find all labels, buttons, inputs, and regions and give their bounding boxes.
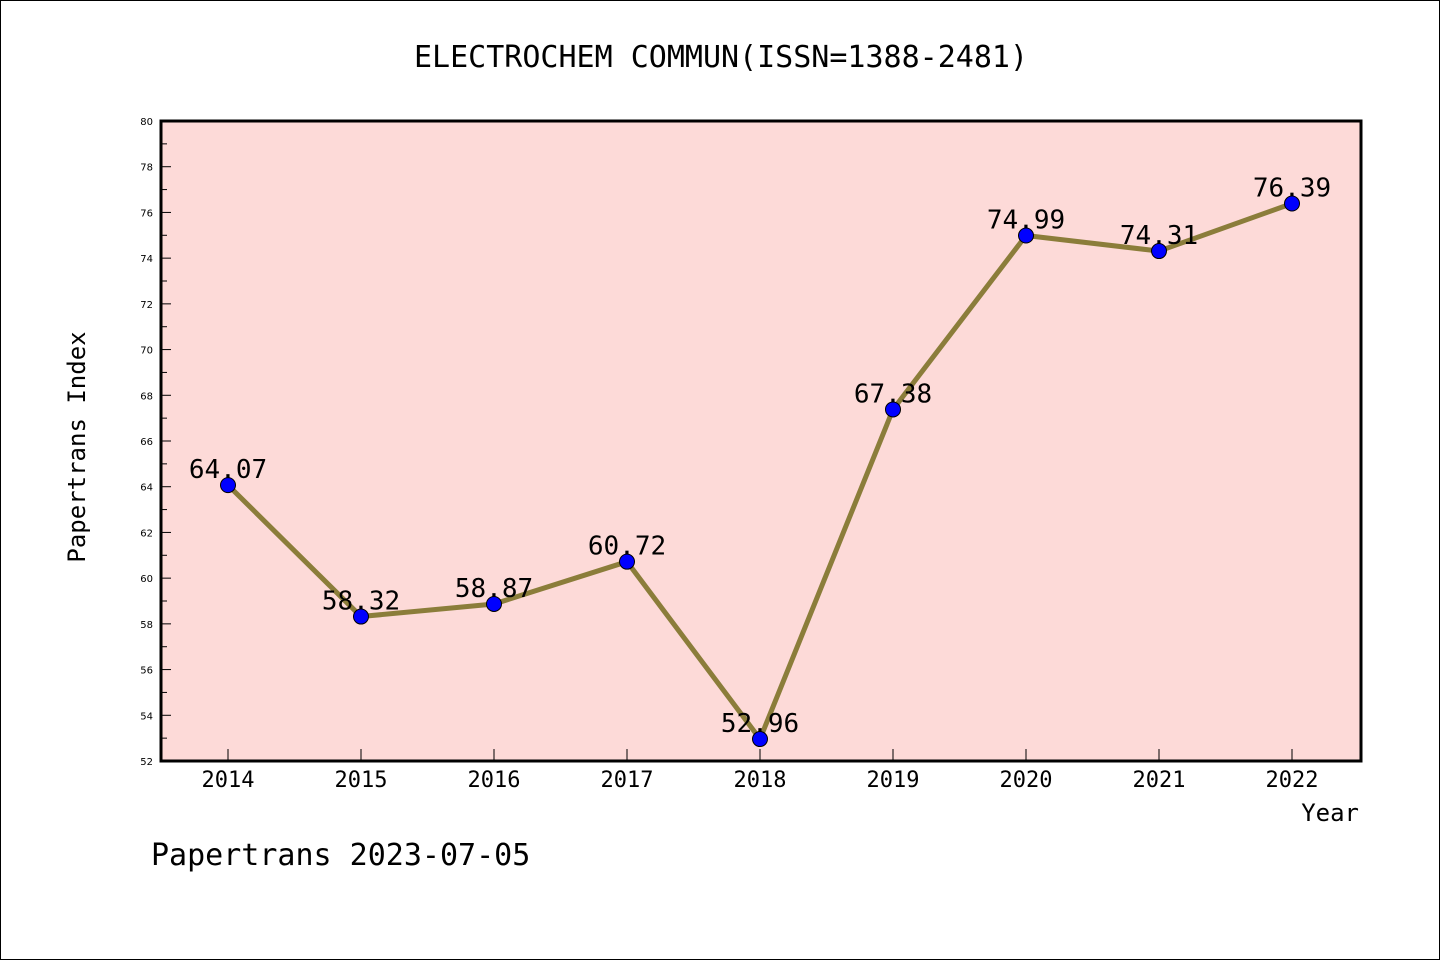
y-tick-label: 68	[140, 391, 153, 402]
plot-border	[159, 119, 1363, 763]
footer-stamp: Papertrans 2023-07-05	[151, 838, 530, 873]
x-tick-label: 2014	[202, 768, 255, 793]
x-tick-label: 2015	[335, 768, 388, 793]
x-tick-label: 2021	[1133, 768, 1186, 793]
data-label: 60.72	[588, 532, 666, 562]
data-point	[353, 608, 369, 625]
y-tick-label: 70	[140, 346, 153, 357]
data-point	[486, 595, 502, 612]
y-tick-label: 80	[140, 117, 153, 128]
data-point	[885, 401, 901, 418]
data-point	[220, 477, 236, 494]
x-tick-label: 2018	[734, 768, 787, 793]
x-axis-ticks: 2014 2015 2016 2017 2018 2019 2020 2021 2022	[202, 749, 1319, 793]
x-tick-label: 2017	[601, 768, 654, 793]
y-tick-label: 56	[140, 666, 153, 677]
data-label: 76.39	[1253, 174, 1331, 204]
plot-area	[161, 121, 1361, 761]
data-label: 64.07	[189, 455, 267, 485]
y-tick-label: 72	[140, 300, 153, 311]
data-label: 67.38	[854, 379, 932, 409]
y-tick-label: 60	[140, 574, 153, 585]
chart-title: ELECTROCHEM COMMUN(ISSN=1388-2481)	[414, 40, 1028, 75]
data-point	[1284, 195, 1300, 212]
y-tick-label: 52	[140, 757, 153, 768]
data-label: 58.32	[322, 587, 400, 617]
data-label: 52.96	[721, 709, 799, 739]
x-tick-label: 2019	[867, 768, 920, 793]
x-axis-label: Year	[1301, 799, 1359, 827]
y-tick-label: 66	[140, 437, 153, 448]
data-point	[1018, 227, 1034, 244]
y-tick-label: 58	[140, 620, 153, 631]
data-point	[752, 731, 768, 748]
data-label: 58.87	[455, 574, 533, 604]
y-tick-label: 76	[140, 208, 153, 219]
y-tick-label: 74	[140, 254, 153, 265]
x-tick-label: 2020	[1000, 768, 1053, 793]
data-label: 74.31	[1120, 221, 1198, 251]
y-tick-label: 54	[140, 711, 153, 722]
y-axis-ticks: 52 54 56 58 60 62 64 66 68 70 72 74 76 78 80	[140, 117, 171, 768]
data-label: 74.99	[987, 206, 1065, 236]
x-tick-label: 2022	[1266, 768, 1319, 793]
y-tick-label: 78	[140, 163, 153, 174]
data-point	[1151, 243, 1167, 260]
series-layer: 64.07 58.32 58.87 60.72 52.96 67.38 74.99 74.31…	[189, 174, 1331, 748]
y-axis-label: Papertrans Index	[63, 331, 91, 562]
data-point	[619, 553, 635, 570]
x-tick-label: 2016	[468, 768, 521, 793]
y-tick-label: 62	[140, 528, 153, 539]
y-tick-label: 64	[140, 483, 153, 494]
